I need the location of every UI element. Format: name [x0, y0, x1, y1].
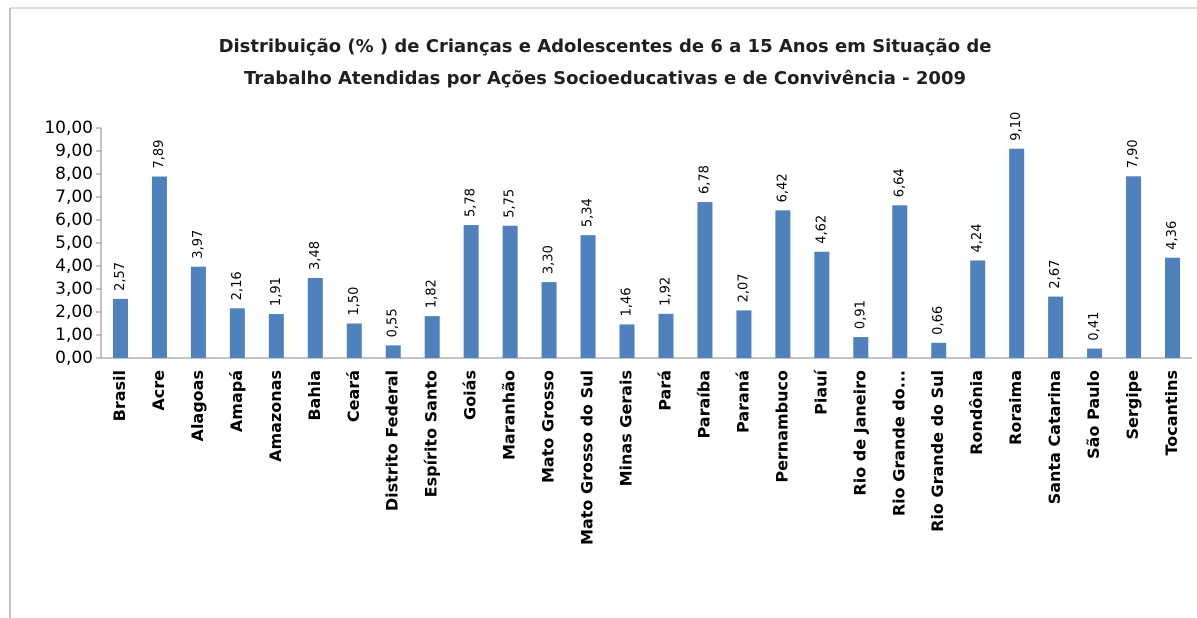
bar [229, 308, 245, 358]
y-tick-label: 5,00 [55, 233, 93, 253]
x-tick-label: Paraíba [694, 370, 713, 439]
bar [658, 313, 674, 358]
value-label: 5,34 [581, 198, 596, 227]
chart-title: Trabalho Atendidas por Ações Socioeducat… [244, 68, 966, 89]
bar [892, 205, 908, 358]
value-label: 2,57 [113, 262, 128, 291]
value-label: 9,10 [1009, 112, 1024, 141]
value-label: 1,50 [347, 287, 362, 316]
value-label: 3,30 [542, 245, 557, 274]
x-tick-label: Santa Catarina [1045, 370, 1064, 504]
bar [268, 314, 284, 358]
chart-title: Distribuição (% ) de Crianças e Adolesce… [219, 36, 992, 57]
bar [463, 225, 479, 358]
x-tick-label: Distrito Federal [383, 370, 402, 511]
x-tick-label: Alagoas [188, 370, 207, 441]
bar [580, 235, 596, 358]
x-tick-label: Piauí [811, 368, 830, 414]
bar [307, 277, 323, 358]
value-label: 0,55 [386, 308, 401, 337]
y-tick-label: 0,00 [55, 348, 93, 368]
y-tick-label: 1,00 [55, 325, 93, 345]
value-label: 6,42 [775, 173, 790, 202]
bar [1126, 176, 1142, 358]
y-tick-label: 2,00 [55, 302, 93, 322]
value-label: 1,92 [658, 277, 673, 306]
x-tick-label: Rio Grande do... [889, 370, 908, 516]
bar [814, 251, 830, 358]
value-label: 3,48 [308, 241, 323, 270]
x-tick-label: Paraná [733, 370, 752, 433]
x-tick-label: Mato Grosso [539, 370, 558, 483]
bar [1165, 257, 1181, 358]
value-label: 4,62 [814, 215, 829, 244]
bar [1087, 348, 1103, 358]
value-label: 3,97 [191, 230, 206, 259]
value-label: 0,41 [1087, 312, 1102, 341]
bar [346, 323, 362, 358]
value-label: 4,24 [970, 224, 985, 253]
y-tick-label: 6,00 [55, 210, 93, 230]
x-tick-label: São Paulo [1084, 370, 1103, 459]
value-label: 0,91 [853, 300, 868, 329]
bar [736, 310, 752, 358]
x-tick-label: Amapá [227, 370, 246, 432]
y-tick-label: 4,00 [55, 256, 93, 276]
x-tick-label: Maranhão [500, 370, 519, 460]
value-label: 1,46 [620, 287, 635, 316]
x-tick-label: Goiás [461, 370, 480, 420]
bar [931, 342, 947, 358]
bar [541, 282, 557, 358]
value-label: 7,90 [1126, 139, 1141, 168]
bar [424, 316, 440, 358]
value-label: 7,89 [152, 140, 167, 169]
x-tick-label: Roraima [1006, 370, 1025, 445]
x-tick-label: Ceará [344, 370, 363, 422]
bar [385, 345, 401, 358]
value-label: 6,78 [697, 165, 712, 194]
value-label: 5,78 [464, 188, 479, 217]
x-tick-label: Minas Gerais [617, 370, 636, 486]
x-tick-label: Rio Grande do Sul [928, 370, 947, 532]
x-tick-label: Tocantins [1162, 370, 1181, 456]
x-tick-label: Bahia [305, 370, 324, 421]
bar [1048, 296, 1064, 358]
x-tick-label: Pernambuco [772, 370, 791, 483]
y-tick-label: 10,00 [44, 118, 93, 138]
x-tick-label: Mato Grosso do Sul [578, 370, 597, 545]
x-tick-label: Sergipe [1123, 370, 1142, 440]
x-tick-label: Brasil [110, 370, 129, 421]
bar [1009, 148, 1025, 358]
bar [151, 176, 167, 358]
value-label: 1,91 [269, 277, 284, 306]
bar [502, 225, 518, 358]
x-tick-label: Espírito Santo [422, 370, 441, 497]
bar [190, 266, 206, 358]
bar [775, 210, 791, 358]
x-tick-label: Acre [149, 370, 168, 411]
x-tick-label: Rio de Janeiro [850, 370, 869, 496]
value-label: 0,66 [931, 306, 946, 335]
value-label: 2,07 [736, 273, 751, 302]
value-label: 1,82 [425, 279, 440, 308]
x-tick-label: Amazonas [266, 370, 285, 462]
y-tick-label: 7,00 [55, 187, 93, 207]
value-label: 5,75 [503, 189, 518, 218]
x-tick-label: Pará [655, 370, 674, 411]
y-tick-label: 9,00 [55, 141, 93, 161]
value-label: 6,64 [892, 168, 907, 197]
bar [619, 324, 635, 358]
bar [112, 298, 128, 358]
value-label: 2,67 [1048, 260, 1063, 289]
x-tick-label: Rondônia [967, 370, 986, 455]
bar [853, 337, 869, 358]
bar [970, 260, 986, 358]
y-tick-label: 3,00 [55, 279, 93, 299]
value-label: 2,16 [230, 271, 245, 300]
value-label: 4,36 [1165, 221, 1180, 250]
y-tick-label: 8,00 [55, 164, 93, 184]
bar [697, 202, 713, 358]
